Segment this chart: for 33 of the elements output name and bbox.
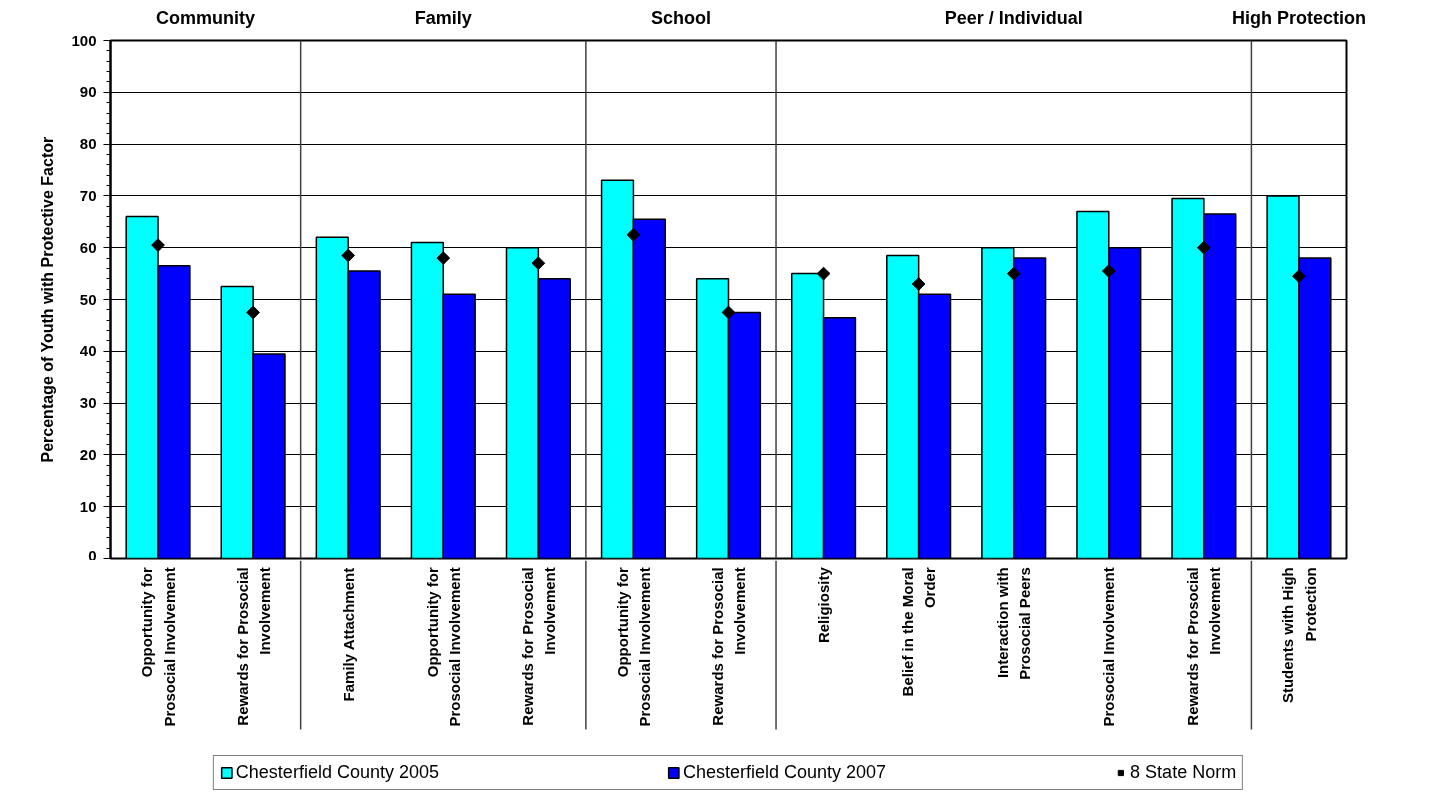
- x-tick-label: Rewards for Prosocial Involvement: [1184, 567, 1224, 726]
- x-tick-label: Belief in the Moral Order: [899, 567, 939, 697]
- text: Family: [414, 7, 472, 28]
- y-tick-label: 20: [79, 445, 97, 463]
- x-tick-label: Students with High Protection: [1279, 567, 1319, 704]
- y-tick-label: 80: [79, 135, 97, 153]
- y-tick-label: 60: [79, 238, 97, 256]
- x-tick-label: Family Attachment: [339, 567, 357, 702]
- y-tick-label: 0: [88, 546, 97, 564]
- text: Peer / Individual: [944, 7, 1083, 28]
- y-tick-label: 40: [79, 342, 97, 360]
- x-tick-label: Rewards for Prosocial Involvement: [708, 567, 749, 726]
- x-tick-label: Prosocial Involvement: [1100, 567, 1118, 727]
- text: High Protection: [1231, 7, 1366, 28]
- y-tick-label: 50: [79, 290, 97, 308]
- y-tick-label: 90: [79, 83, 97, 101]
- text: School: [650, 7, 711, 28]
- legend-label: 8 State Norm: [1130, 762, 1237, 783]
- y-tick-label: 70: [79, 186, 97, 204]
- x-tick-label: Opportunity for Prosocial Involvement: [423, 567, 463, 727]
- y-tick-label: 10: [79, 497, 97, 515]
- x-tick-label: Interaction with Prosocial Peers: [994, 567, 1034, 680]
- y-tick-label: 100: [71, 31, 97, 49]
- y-axis-title: Percentage of Youth with Protective Factor: [39, 136, 57, 463]
- legend-label: Chesterfield County 2007: [682, 762, 887, 783]
- y-tick-label: 30: [79, 394, 97, 412]
- text: Community: [156, 7, 256, 28]
- x-tick-label: Rewards for Prosocial Involvement: [518, 567, 558, 726]
- x-tick-label: Religiosity: [815, 566, 833, 644]
- x-tick-label: Opportunity for Prosocial Involvement: [613, 567, 653, 727]
- x-tick-label: Rewards for Prosocial Involvement: [233, 567, 273, 726]
- x-tick-label: Opportunity for Prosocial Involvement: [138, 567, 178, 727]
- legend-label: Chesterfield County 2005: [235, 762, 439, 783]
